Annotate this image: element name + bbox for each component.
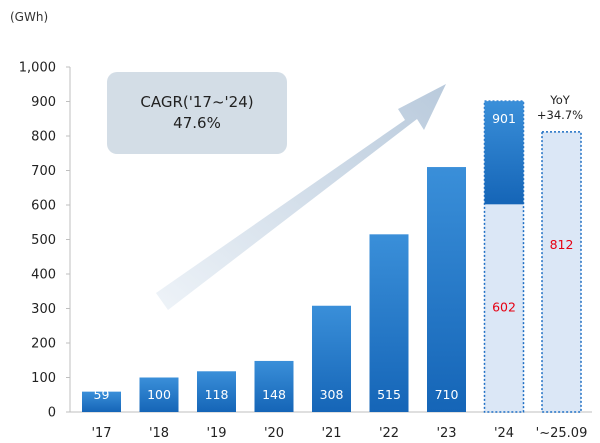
y-tick-label: 200 (31, 337, 56, 352)
y-tick-label: 1,000 (19, 61, 56, 76)
bar (82, 391, 121, 412)
unit-label: (GWh) (10, 10, 48, 24)
bar (139, 377, 179, 412)
yoy-value: +34.7% (537, 108, 583, 122)
growth-arrow-icon (156, 84, 446, 310)
x-tick-label: '21 (321, 426, 341, 441)
bar-partial-label: 602 (492, 299, 516, 314)
y-tick-label: 0 (48, 406, 56, 421)
bar (484, 101, 524, 205)
bar (369, 234, 409, 412)
x-tick-label: '~25.09 (536, 426, 588, 441)
bar-partial-period (541, 131, 582, 413)
bar-value-label: 515 (377, 387, 401, 402)
bar (312, 305, 351, 412)
y-tick-label: 100 (31, 371, 56, 386)
y-tick-label: 600 (31, 199, 56, 214)
bar-value-label: 308 (320, 387, 344, 402)
bar-partial-label: 812 (550, 237, 574, 252)
x-tick-label: '23 (436, 426, 456, 441)
y-tick-label: 400 (31, 268, 56, 283)
x-tick-label: '17 (91, 426, 111, 441)
bar (427, 167, 466, 412)
cagr-label: CAGR('17~'24) (140, 93, 253, 111)
x-tick-label: '24 (494, 426, 514, 441)
yoy-label: YoY (549, 93, 571, 107)
y-tick-label: 800 (31, 130, 56, 145)
bar-value-label: 148 (262, 387, 286, 402)
bar-value-label: 100 (147, 387, 171, 402)
x-tick-label: '19 (206, 426, 226, 441)
cagr-box (107, 72, 287, 154)
x-tick-label: '20 (264, 426, 284, 441)
bar-value-label: 59 (94, 387, 110, 402)
cagr-value: 47.6% (173, 114, 221, 132)
bar-value-label: 710 (435, 387, 459, 402)
bar (197, 371, 236, 412)
x-tick-label: '22 (379, 426, 399, 441)
y-tick-label: 500 (31, 233, 56, 248)
y-tick-label: 900 (31, 95, 56, 110)
bar (254, 360, 294, 412)
y-tick-label: 700 (31, 164, 56, 179)
bar-value-label: 118 (205, 387, 229, 402)
x-tick-label: '18 (149, 426, 169, 441)
y-tick-label: 300 (31, 302, 56, 317)
bar-value-label: 901 (492, 111, 516, 126)
